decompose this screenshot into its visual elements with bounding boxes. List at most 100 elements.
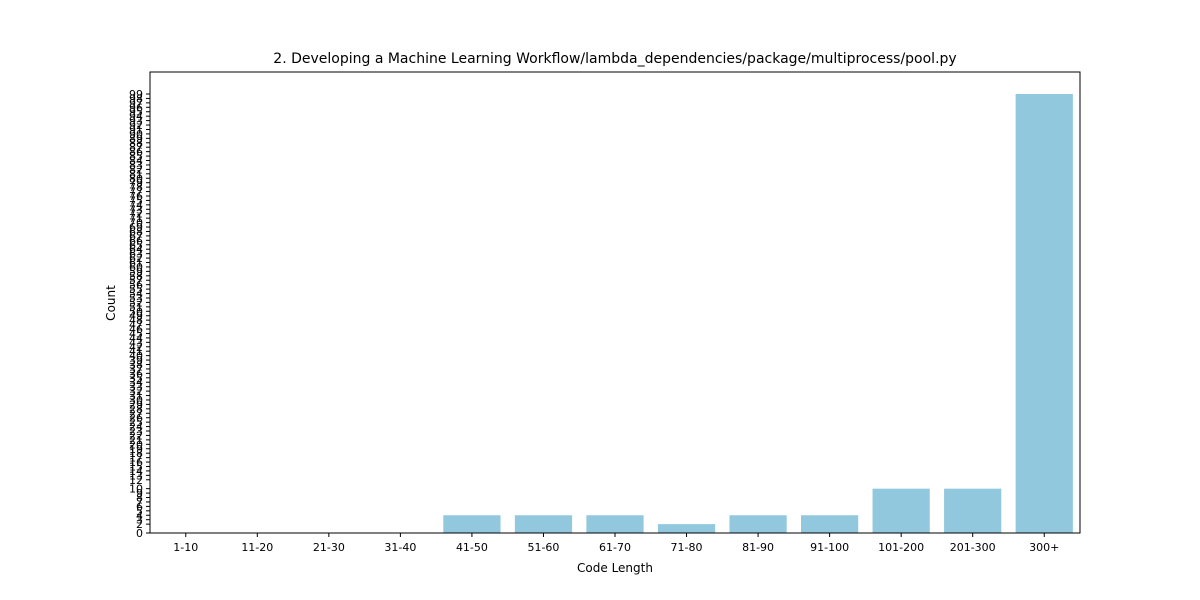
y-tick-label: 50 <box>129 305 143 318</box>
x-tick-label: 51-60 <box>527 541 559 554</box>
y-tick-label: 87 <box>129 141 143 154</box>
y-tick-label: 73 <box>129 203 143 216</box>
y-tick-label: 5 <box>136 505 143 518</box>
y-tick-label: 89 <box>129 132 143 145</box>
y-tick-label: 17 <box>129 452 143 465</box>
y-tick-label: 25 <box>129 416 143 429</box>
y-tick-label: 29 <box>129 398 143 411</box>
y-axis-label: Count <box>104 285 118 321</box>
y-tick-label: 79 <box>129 177 143 190</box>
y-tick-label: 2 <box>136 518 143 531</box>
x-axis-ticks: 1-10 11-20 21-30 31-40 41-50 51-60 61-70 71-80 8… <box>173 533 1059 554</box>
x-tick-label: 101-200 <box>878 541 924 554</box>
y-tick-label: 28 <box>129 403 143 416</box>
y-tick-label: 77 <box>129 186 143 199</box>
y-tick-label: 22 <box>129 429 143 442</box>
y-tick-label: 3 <box>136 514 143 527</box>
x-tick-label: 71-80 <box>671 541 703 554</box>
x-tick-label: 11-20 <box>241 541 273 554</box>
y-tick-label: 19 <box>129 443 143 456</box>
y-tick-label: 4 <box>136 509 143 522</box>
y-tick-label: 10 <box>129 483 143 496</box>
y-tick-label: 14 <box>129 465 143 478</box>
y-tick-label: 58 <box>129 270 143 283</box>
bar-81-90 <box>729 515 787 533</box>
y-tick-label: 81 <box>129 168 143 181</box>
y-tick-label: 71 <box>129 212 143 225</box>
y-tick-label: 13 <box>129 469 143 482</box>
y-tick-label: 97 <box>129 97 143 110</box>
y-tick-label: 57 <box>129 274 143 287</box>
y-tick-label: 94 <box>129 110 143 123</box>
y-tick-label: 0 <box>136 527 143 540</box>
y-tick-label: 18 <box>129 447 143 460</box>
x-tick-label: 91-100 <box>810 541 849 554</box>
y-tick-label: 74 <box>129 199 143 212</box>
y-tick-label: 26 <box>129 412 143 425</box>
x-axis-label: Code Length <box>577 561 653 575</box>
y-tick-label: 59 <box>129 265 143 278</box>
y-axis-ticks: 0234567891012131415161718192021222324252… <box>129 88 150 540</box>
y-tick-label: 42 <box>129 341 143 354</box>
y-tick-label: 86 <box>129 146 143 159</box>
bar-300+ <box>1015 94 1073 533</box>
bar-71-80 <box>657 524 716 533</box>
y-tick-label: 53 <box>129 292 143 305</box>
bar-61-70 <box>586 515 644 533</box>
y-tick-label: 46 <box>129 323 143 336</box>
y-tick-label: 51 <box>129 301 143 314</box>
y-tick-label: 8 <box>136 492 143 505</box>
y-tick-label: 93 <box>129 115 143 128</box>
y-tick-label: 64 <box>129 243 143 256</box>
y-tick-label: 82 <box>129 163 143 176</box>
y-tick-label: 62 <box>129 252 143 265</box>
y-tick-label: 96 <box>129 101 143 114</box>
y-tick-label: 90 <box>129 128 143 141</box>
y-tick-label: 63 <box>129 248 143 261</box>
y-tick-label: 32 <box>129 385 143 398</box>
x-tick-label: 31-40 <box>384 541 416 554</box>
y-tick-label: 61 <box>129 257 143 270</box>
y-tick-label: 27 <box>129 407 143 420</box>
y-tick-label: 65 <box>129 239 143 252</box>
y-tick-label: 52 <box>129 296 143 309</box>
y-tick-label: 60 <box>129 261 143 274</box>
y-tick-label: 24 <box>129 421 143 434</box>
y-tick-label: 45 <box>129 327 143 340</box>
y-tick-label: 35 <box>129 372 143 385</box>
y-tick-label: 47 <box>129 319 143 332</box>
x-tick-label: 81-90 <box>742 541 774 554</box>
y-tick-label: 30 <box>129 394 143 407</box>
y-tick-label: 72 <box>129 208 143 221</box>
y-tick-label: 78 <box>129 181 143 194</box>
x-tick-label: 300+ <box>1029 541 1059 554</box>
y-tick-label: 48 <box>129 314 143 327</box>
y-tick-label: 6 <box>136 500 143 513</box>
x-tick-label: 1-10 <box>173 541 198 554</box>
y-tick-label: 76 <box>129 190 143 203</box>
x-tick-label: 61-70 <box>599 541 631 554</box>
y-tick-label: 15 <box>129 460 143 473</box>
x-tick-label: 21-30 <box>313 541 345 554</box>
y-tick-label: 80 <box>129 172 143 185</box>
y-tick-label: 75 <box>129 194 143 207</box>
plot-frame <box>149 71 1081 534</box>
bar-51-60 <box>514 515 573 533</box>
x-tick-label: 41-50 <box>456 541 488 554</box>
y-tick-label: 88 <box>129 137 143 150</box>
y-tick-label: 7 <box>136 496 143 509</box>
y-tick-label: 83 <box>129 159 143 172</box>
y-tick-label: 95 <box>129 106 143 119</box>
y-tick-label: 33 <box>129 381 143 394</box>
y-tick-label: 21 <box>129 434 143 447</box>
y-tick-label: 37 <box>129 363 143 376</box>
y-tick-label: 69 <box>129 221 143 234</box>
y-tick-label: 38 <box>129 358 143 371</box>
y-tick-label: 23 <box>129 425 143 438</box>
bar-41-50 <box>443 515 501 533</box>
y-tick-label: 9 <box>136 487 143 500</box>
y-tick-label: 70 <box>129 217 143 230</box>
y-tick-label: 16 <box>129 456 143 469</box>
y-tick-label: 84 <box>129 155 143 168</box>
